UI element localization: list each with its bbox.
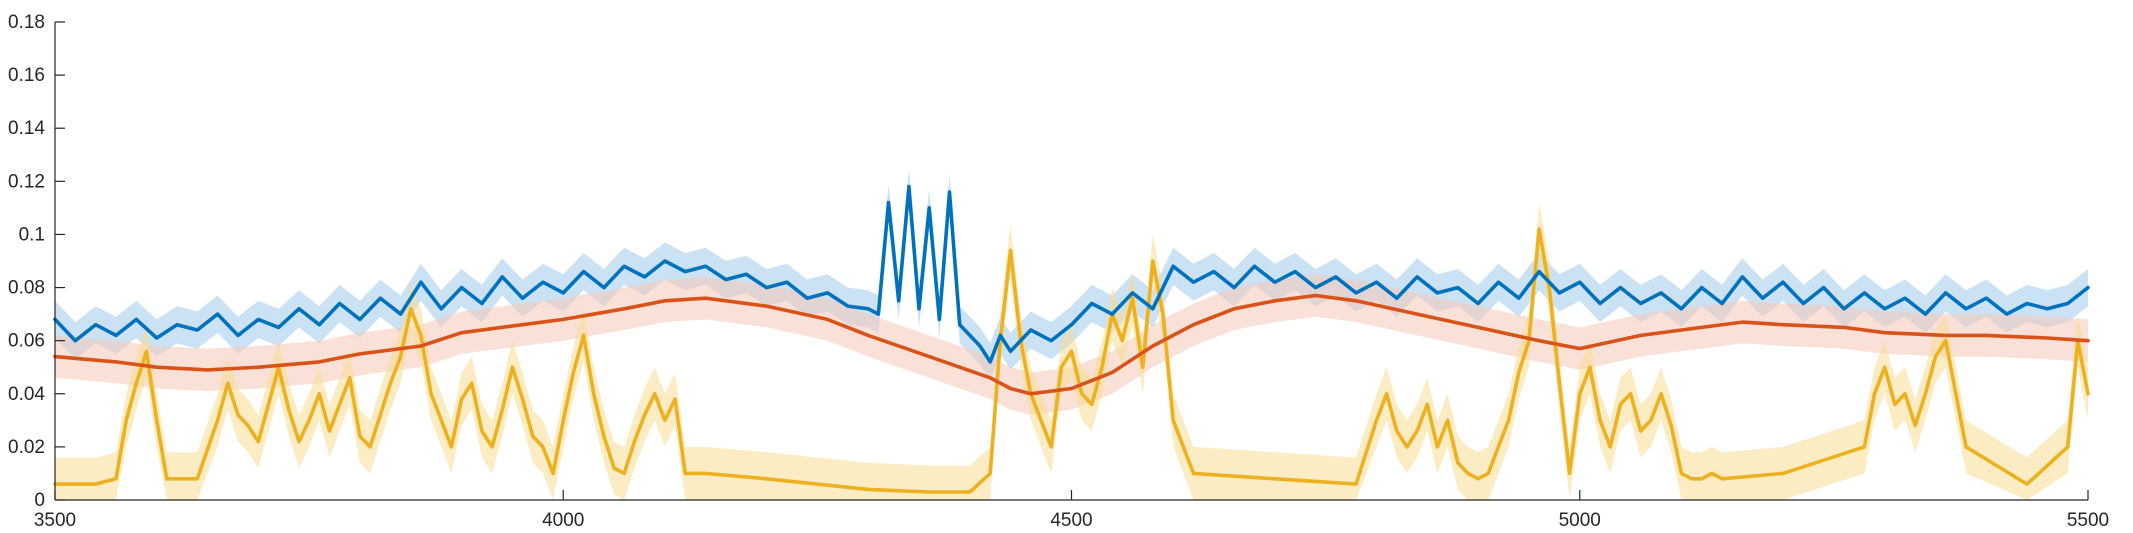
x-ticks: 3500 4000 4500 5000 5500 bbox=[34, 490, 2109, 531]
series-3-line bbox=[53, 227, 2090, 494]
y-tick-label: 0.16 bbox=[8, 65, 45, 86]
series-2-band bbox=[55, 274, 2088, 415]
x-tick-label: 4500 bbox=[1050, 510, 1092, 531]
series-1-line bbox=[53, 184, 2090, 364]
y-tick-label: 0.14 bbox=[8, 118, 45, 139]
x-tick-label: 4000 bbox=[542, 510, 584, 531]
y-ticks: 0 0.02 0.04 0.06 0.08 0.1 0.12 0.14 0.16 0.18 bbox=[8, 12, 65, 511]
series-lines bbox=[53, 184, 2090, 494]
y-tick-label: 0.04 bbox=[8, 384, 45, 405]
y-tick-label: 0.18 bbox=[8, 12, 45, 33]
y-tick-label: 0 bbox=[34, 490, 45, 511]
y-tick-label: 0.02 bbox=[8, 437, 45, 458]
y-tick-label: 0.1 bbox=[19, 224, 45, 245]
x-tick-label: 3500 bbox=[34, 510, 76, 531]
y-tick-label: 0.06 bbox=[8, 331, 45, 352]
x-tick-label: 5000 bbox=[1559, 510, 1601, 531]
series-2-line bbox=[53, 293, 2090, 396]
confidence-bands bbox=[55, 168, 2088, 500]
x-tick-label: 5500 bbox=[2067, 510, 2109, 531]
y-tick-label: 0.12 bbox=[8, 171, 45, 192]
y-tick-label: 0.08 bbox=[8, 278, 45, 299]
